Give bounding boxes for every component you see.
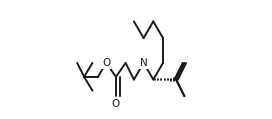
Text: O: O	[112, 99, 120, 109]
Text: N: N	[140, 58, 147, 68]
Text: O: O	[102, 58, 110, 68]
